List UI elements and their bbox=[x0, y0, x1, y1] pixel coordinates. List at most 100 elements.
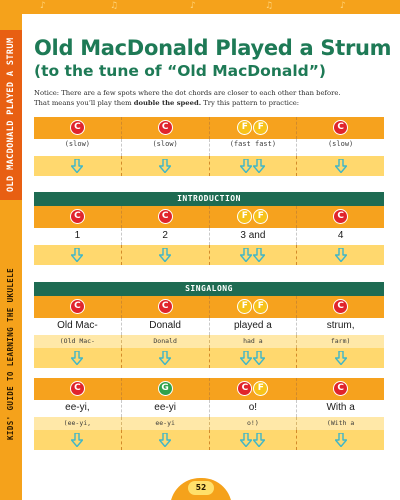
beat-cell: 2 bbox=[122, 228, 210, 245]
intro-line-2: That means you’ll play them double the s… bbox=[34, 99, 300, 107]
beat-cell: played a bbox=[210, 318, 298, 335]
beat-cell bbox=[34, 245, 122, 265]
strum-arrows bbox=[210, 433, 297, 447]
strum-arrows bbox=[122, 248, 209, 262]
music-note-icon: ♪ bbox=[190, 1, 196, 11]
beat-cell: 3 and bbox=[210, 228, 298, 245]
beat-cell: o!) bbox=[210, 417, 298, 430]
beat-cell bbox=[210, 348, 298, 368]
chord-c-dot: C bbox=[333, 120, 349, 135]
side-book-title: KIDS' GUIDE TO LEARNING THE UKULELE bbox=[6, 267, 15, 440]
beat-cell: C bbox=[34, 378, 122, 400]
music-note-icon: ♪ bbox=[340, 1, 346, 11]
beat-cell bbox=[297, 245, 384, 265]
lyric-text: 2 bbox=[162, 230, 168, 241]
chord-group: C bbox=[297, 299, 384, 314]
beat-cell: Old Mac- bbox=[34, 318, 122, 335]
down-strum-arrow-icon bbox=[159, 351, 172, 365]
chord-group: C bbox=[297, 381, 384, 396]
strum-arrows bbox=[297, 351, 384, 365]
down-strum-arrow-icon bbox=[240, 351, 253, 365]
beat-cell: C bbox=[34, 206, 122, 228]
music-note-icon: ♫ bbox=[265, 1, 274, 11]
down-strum-arrow-icon bbox=[253, 433, 266, 447]
beat-cell bbox=[122, 430, 210, 450]
singalong-header: SINGALONG bbox=[34, 282, 384, 296]
music-note-icon: ♪ bbox=[40, 1, 46, 11]
down-strum-arrow-icon bbox=[71, 248, 84, 262]
beat-cell: 4 bbox=[297, 228, 384, 245]
beat-cell: C bbox=[297, 117, 384, 139]
strum-arrows bbox=[297, 433, 384, 447]
chord-group: C bbox=[122, 120, 209, 135]
beat-cell bbox=[122, 245, 210, 265]
lyric-text: ee-yi bbox=[154, 402, 176, 413]
tempo-label: (slow) bbox=[327, 140, 354, 148]
count-row: 1 2 3 and 4 bbox=[34, 228, 384, 245]
beat-cell: (slow) bbox=[297, 139, 384, 156]
original-lyric: o!) bbox=[247, 419, 259, 427]
tempo-label: (slow) bbox=[152, 140, 178, 148]
chord-f-dot: F bbox=[237, 299, 253, 314]
chord-group: C bbox=[297, 120, 384, 135]
strum-arrows bbox=[297, 248, 384, 262]
beat-cell: had a bbox=[210, 335, 298, 348]
side-section-tab bbox=[0, 30, 22, 200]
lyric-row: ee-yi, ee-yi o! With a bbox=[34, 400, 384, 417]
chord-c-dot: C bbox=[69, 299, 85, 314]
original-lyric: ee-yi bbox=[155, 419, 175, 427]
chord-group: C bbox=[34, 120, 121, 135]
lyric-text: o! bbox=[248, 402, 258, 413]
strum-arrows bbox=[34, 433, 121, 447]
strum-arrows bbox=[210, 248, 297, 262]
introduction-header: INTRODUCTION bbox=[34, 192, 384, 206]
strum-arrow-row bbox=[34, 430, 384, 450]
beat-cell: C bbox=[297, 296, 384, 318]
chord-c-dot: C bbox=[237, 381, 253, 396]
beat-cell bbox=[297, 156, 384, 176]
original-lyric: (Old Mac- bbox=[59, 337, 95, 345]
lyric-text: played a bbox=[233, 320, 272, 331]
beat-cell: (ee-yi, bbox=[34, 417, 122, 430]
chord-f-dot: F bbox=[253, 120, 269, 135]
beat-cell: Donald bbox=[122, 318, 210, 335]
chord-group: C bbox=[122, 209, 209, 224]
chord-group: C bbox=[34, 381, 121, 396]
intro-text: Notice: There are a few spots where the … bbox=[34, 88, 364, 108]
beat-cell: With a bbox=[297, 400, 384, 417]
strum-arrows bbox=[210, 159, 297, 173]
beat-cell: ee-yi, bbox=[34, 400, 122, 417]
lyric-text: Donald bbox=[149, 320, 181, 331]
beat-cell: farm) bbox=[297, 335, 384, 348]
lyric-text: With a bbox=[326, 402, 355, 413]
beat-cell: C bbox=[34, 117, 122, 139]
beat-cell: C bbox=[34, 296, 122, 318]
down-strum-arrow-icon bbox=[159, 433, 172, 447]
chord-group: C bbox=[297, 209, 384, 224]
beat-cell bbox=[122, 156, 210, 176]
lyric-text: ee-yi, bbox=[65, 402, 90, 413]
down-strum-arrow-icon bbox=[71, 159, 84, 173]
down-strum-arrow-icon bbox=[240, 433, 253, 447]
beat-cell: C bbox=[297, 206, 384, 228]
beat-cell bbox=[210, 430, 298, 450]
down-strum-arrow-icon bbox=[334, 433, 347, 447]
beat-cell bbox=[210, 156, 298, 176]
original-lyric: had a bbox=[243, 337, 263, 345]
chord-f-dot: F bbox=[253, 299, 269, 314]
lyric-text: 3 and bbox=[240, 230, 266, 241]
lyric-row: Old Mac- Donald played a strum, bbox=[34, 318, 384, 335]
beat-cell: 1 bbox=[34, 228, 122, 245]
strum-arrows bbox=[297, 159, 384, 173]
lyric-text: 1 bbox=[74, 230, 81, 241]
tempo-label: (slow) bbox=[64, 140, 91, 148]
